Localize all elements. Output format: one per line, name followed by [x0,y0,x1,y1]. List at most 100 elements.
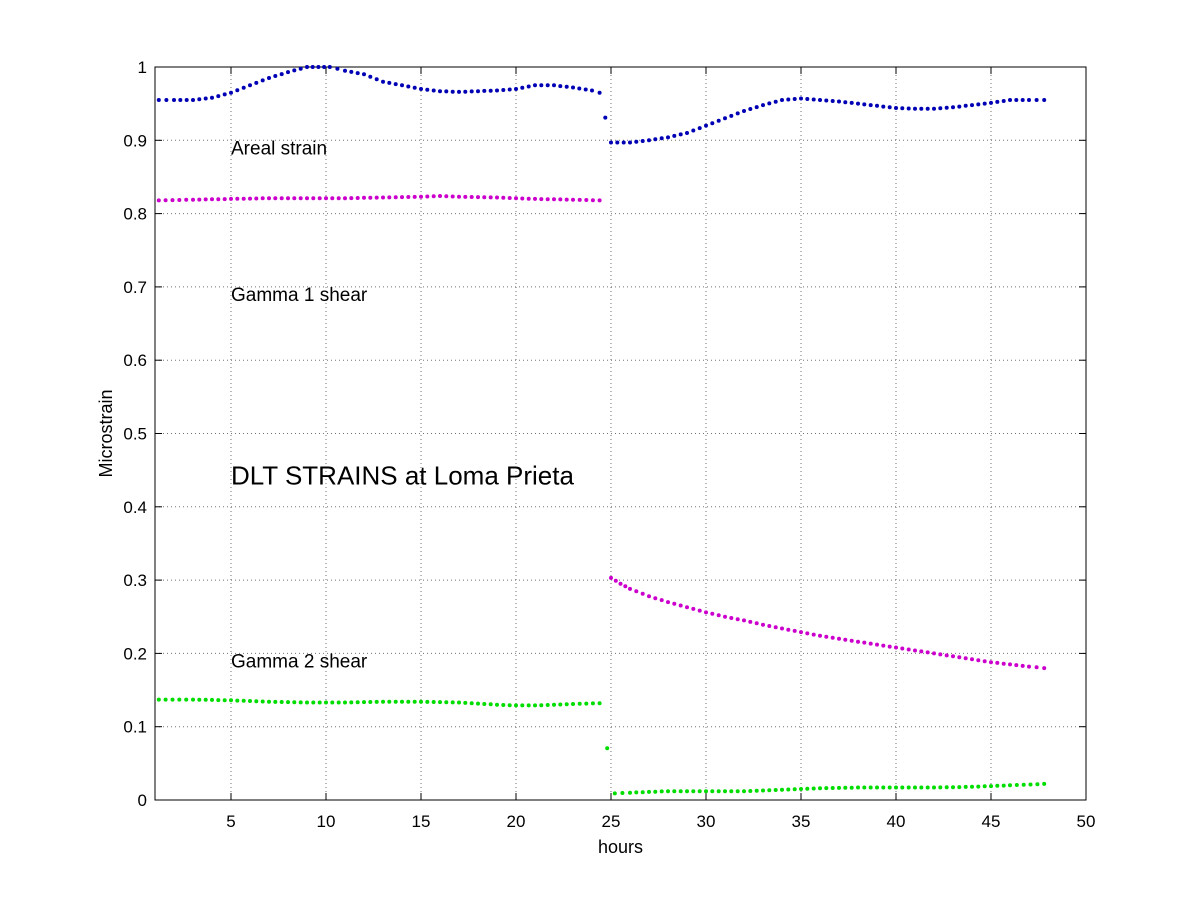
data-point [957,655,962,660]
data-point [310,65,315,69]
data-point [514,87,518,91]
data-point [355,700,360,705]
data-point [989,784,993,789]
data-point [748,619,753,624]
data-point [653,789,658,794]
data-point [488,195,493,200]
data-point [982,101,987,106]
data-point [868,641,873,646]
data-point [476,195,480,200]
data-point [177,198,182,202]
data-point [520,703,525,708]
data-point [197,697,202,702]
data-point [254,80,259,85]
data-point [273,196,278,201]
data-point [1028,782,1033,787]
data-point [279,196,284,201]
data-point [501,195,506,200]
data-point [1027,98,1031,102]
data-point [267,699,271,704]
data-point [463,89,468,94]
data-point [545,703,550,707]
data-point [723,789,727,794]
data-point [989,660,993,665]
data-point [805,631,810,636]
data-point [163,697,168,702]
data-point [621,140,626,145]
data-point [887,644,892,649]
data-point [710,611,715,616]
data-point [754,621,759,626]
data-point [488,88,493,93]
data-point [773,625,778,630]
data-point [628,140,632,145]
data-point [229,196,233,201]
data-point [533,196,537,201]
data-point [1021,782,1026,787]
data-point [710,121,715,126]
data-point [248,83,252,88]
data-point [444,700,449,705]
data-point [406,699,411,704]
data-point [647,594,651,599]
data-point [156,198,161,203]
data-point [305,700,309,705]
data-point [495,88,499,93]
data-point [381,195,385,200]
data-point [1008,662,1012,667]
data-point [292,68,297,73]
data-point [862,785,867,790]
data-point [612,791,617,796]
data-point [178,98,183,102]
data-point [317,196,322,201]
data-point [830,786,835,790]
data-point [792,628,797,633]
data-point [260,196,265,201]
data-point [799,96,803,101]
data-point [685,605,689,610]
data-point [824,98,829,103]
data-point [780,626,784,631]
data-point [577,701,582,706]
data-point [818,786,822,791]
data-point [469,89,474,94]
data-point [773,99,778,104]
data-point [773,788,778,792]
data-point [425,194,430,199]
data-point [317,700,322,705]
data-point [672,133,677,138]
data-point [925,650,930,655]
data-point [374,195,379,200]
data-point [735,111,740,116]
data-point [267,76,271,80]
data-point [919,106,924,111]
data-point [501,88,506,92]
data-point [862,102,867,107]
data-point [400,195,404,200]
x-tick-label: 35 [792,812,811,831]
data-point [843,785,848,790]
data-point [697,789,702,794]
data-point [919,785,924,790]
data-point [210,697,214,702]
data-point [830,635,835,640]
data-point [697,608,702,613]
data-point [368,700,373,704]
data-point [1020,663,1025,668]
data-point [830,99,835,103]
data-point [335,66,340,71]
x-tick-label: 40 [887,812,906,831]
data-point [618,581,623,586]
data-point [322,65,327,69]
data-point [767,101,772,106]
data-point [634,790,639,795]
data-point [191,197,195,202]
data-point [623,584,628,589]
data-point [659,598,664,603]
data-point [203,697,208,702]
data-point [444,89,449,94]
data-point [412,85,417,90]
data-point [957,785,962,790]
data-point [558,84,563,89]
